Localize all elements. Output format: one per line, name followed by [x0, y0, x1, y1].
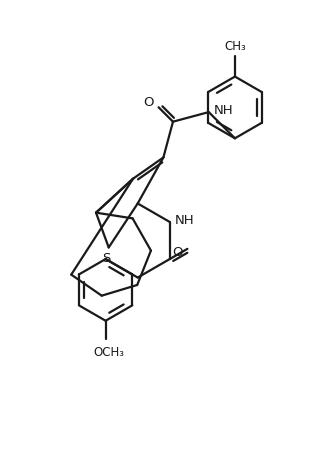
Text: CH₃: CH₃ — [224, 40, 246, 52]
Text: S: S — [102, 252, 111, 265]
Text: O: O — [143, 96, 154, 108]
Text: NH: NH — [175, 214, 194, 226]
Text: OCH₃: OCH₃ — [93, 345, 124, 359]
Text: NH: NH — [214, 104, 233, 117]
Text: O: O — [172, 246, 183, 259]
